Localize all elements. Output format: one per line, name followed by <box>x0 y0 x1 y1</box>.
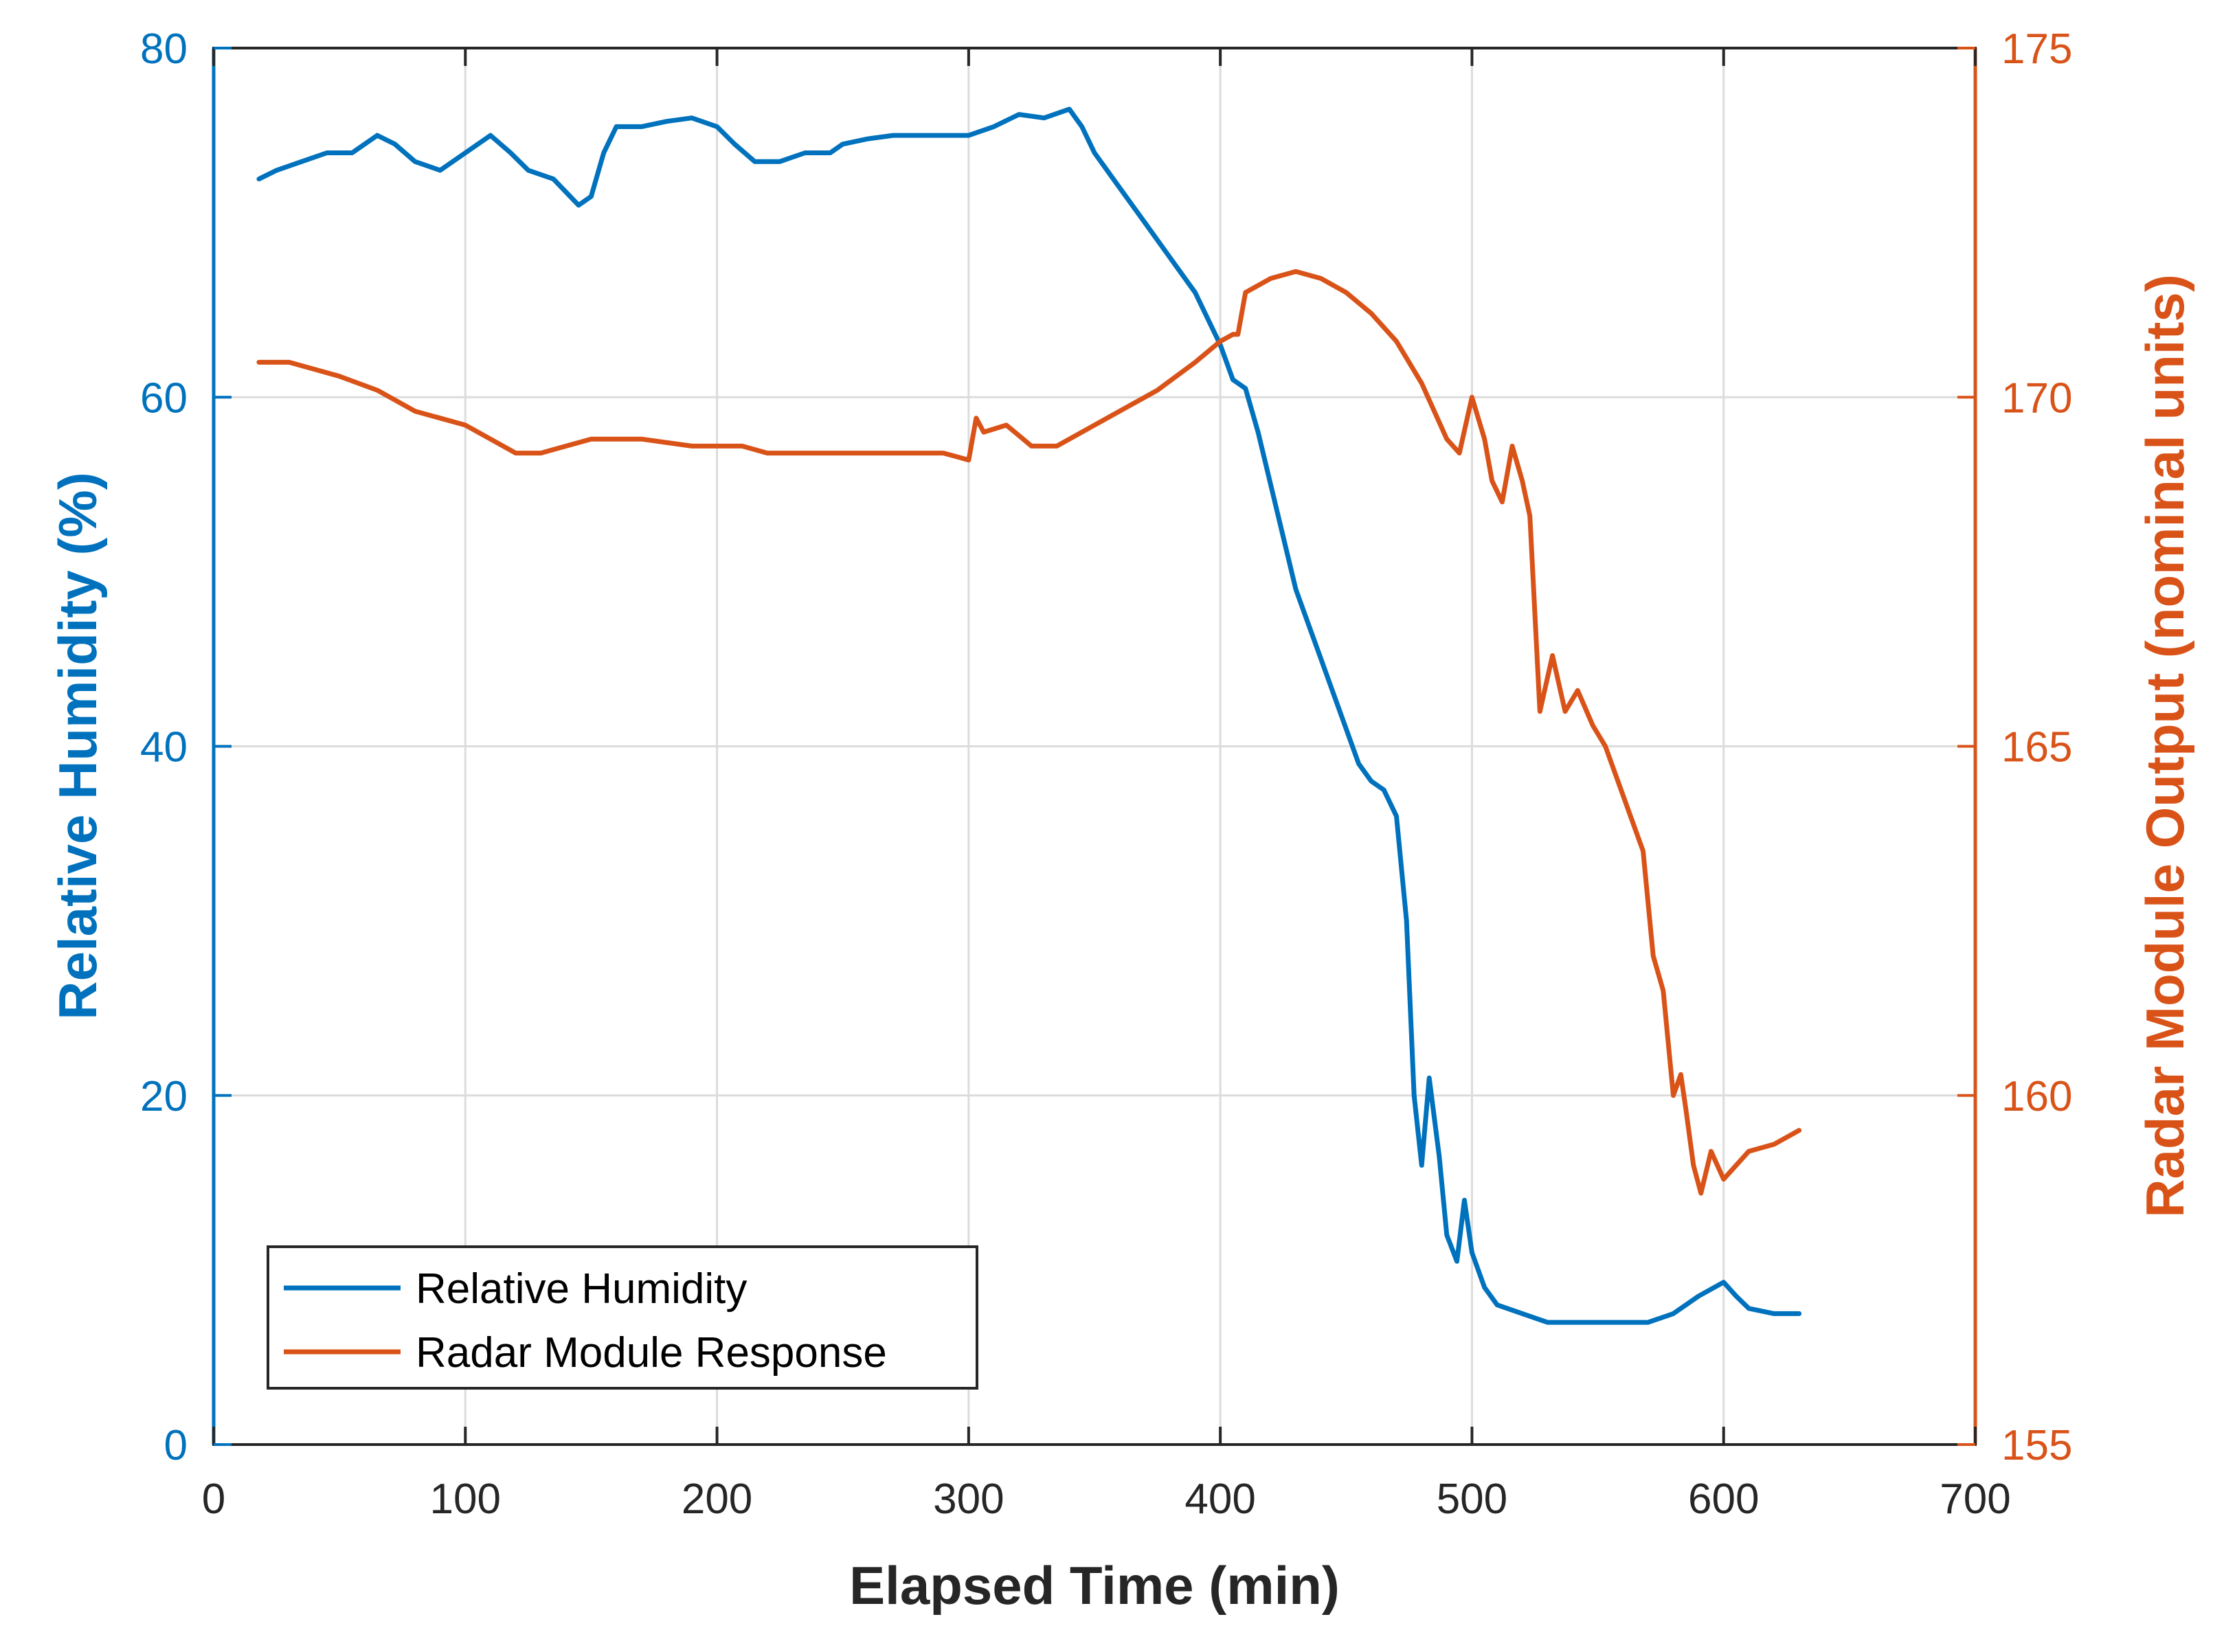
legend-label-radar-module-response: Radar Module Response <box>416 1329 887 1377</box>
y-axis-title-right: Radar Module Output (nominal units) <box>2135 274 2195 1218</box>
legend: Relative Humidity Radar Module Response <box>267 1245 978 1390</box>
x-tick-label: 0 <box>202 1475 225 1523</box>
y-tick-label-right: 155 <box>2001 1422 2072 1469</box>
y-tick-label-left: 60 <box>140 374 188 422</box>
x-tick-label: 500 <box>1437 1475 1507 1523</box>
relative-humidity-line <box>256 106 1802 1325</box>
y-tick-label-right: 160 <box>2001 1073 2072 1120</box>
y-tick-label-right: 165 <box>2001 724 2072 771</box>
radar-module-response-line <box>256 269 1802 1196</box>
y-tick-label-right: 170 <box>2001 374 2072 422</box>
x-axis-title: Elapsed Time (min) <box>849 1555 1340 1616</box>
x-tick-label: 100 <box>430 1475 501 1523</box>
x-tick-label: 200 <box>682 1475 752 1523</box>
x-tick-label: 600 <box>1688 1475 1759 1523</box>
x-tick-label: 700 <box>1940 1475 2010 1523</box>
legend-box <box>267 1245 978 1390</box>
grid <box>214 48 1975 1445</box>
legend-label-relative-humidity: Relative Humidity <box>416 1265 747 1313</box>
y-tick-label-right: 175 <box>2001 25 2072 73</box>
axis-ticks: 0 100 200 300 400 500 600 700 0 20 40 60 80 155 160 165… <box>140 25 2072 1523</box>
x-tick-label: 300 <box>933 1475 1004 1523</box>
y-tick-label-left: 20 <box>140 1073 188 1120</box>
x-tick-label: 400 <box>1184 1475 1255 1523</box>
series <box>256 106 1802 1325</box>
y-tick-label-left: 80 <box>140 25 188 73</box>
y-tick-label-left: 0 <box>164 1422 188 1469</box>
y-tick-label-left: 40 <box>140 724 188 771</box>
y-axis-title-left: Relative Humidity (%) <box>47 472 108 1019</box>
